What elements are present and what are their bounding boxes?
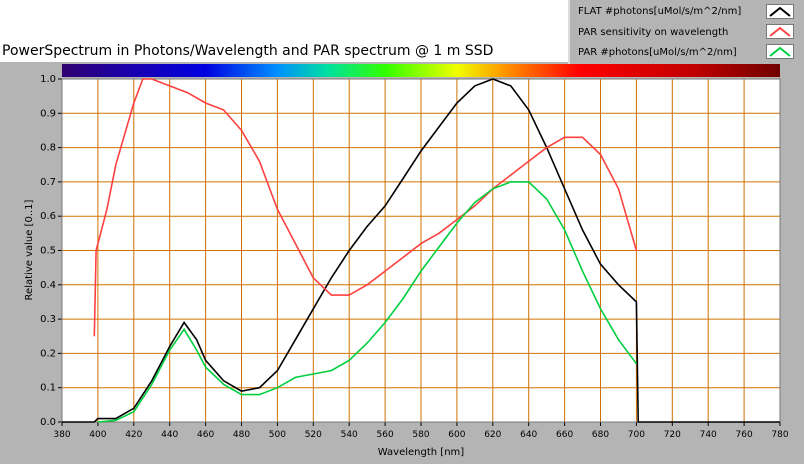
x-tick-label: 780	[771, 430, 788, 440]
title-area: PowerSpectrum in Photons/Wavelength and …	[0, 0, 570, 62]
x-tick-label: 440	[161, 430, 178, 440]
x-tick-label: 640	[520, 430, 537, 440]
x-axis-label: Wavelength [nm]	[378, 447, 464, 458]
series-line-1	[93, 78, 638, 337]
x-tick-label: 700	[628, 430, 645, 440]
legend-label-par-sensitivity: PAR sensitivity on wavelength	[578, 27, 729, 38]
spectrum-colorbar	[62, 64, 780, 77]
chart-title: PowerSpectrum in Photons/Wavelength and …	[2, 43, 494, 59]
x-tick-label: 420	[125, 430, 142, 440]
y-axis-label: Relative value [0..1]	[24, 199, 35, 300]
y-tick-label: 0.0	[40, 417, 56, 428]
x-tick-label: 660	[556, 430, 573, 440]
y-tick-label: 0.1	[40, 383, 56, 394]
plot-border	[61, 78, 781, 423]
x-tick-label: 540	[341, 430, 358, 440]
x-tick-label: 580	[412, 430, 429, 440]
x-tick-label: 680	[592, 430, 609, 440]
legend-swatch-par-photons[interactable]	[766, 44, 794, 59]
y-tick-label: 1.0	[40, 74, 56, 85]
x-tick-label: 460	[197, 430, 214, 440]
x-tick-label: 760	[736, 430, 753, 440]
x-tick-label: 600	[448, 430, 465, 440]
x-tick-label: 380	[53, 430, 70, 440]
y-tick-label: 0.8	[40, 143, 56, 154]
x-tick-label: 520	[305, 430, 322, 440]
y-tick-label: 0.4	[40, 280, 56, 291]
x-tick-label: 500	[269, 430, 286, 440]
legend-swatch-flat[interactable]	[766, 4, 794, 19]
y-tick-label: 0.6	[40, 211, 56, 222]
legend-label-flat: FLAT #photons[uMol/s/m^2/nm]	[578, 6, 742, 17]
x-tick-label: 740	[700, 430, 717, 440]
y-tick-label: 0.2	[40, 348, 56, 359]
y-tick-label: 0.3	[40, 314, 56, 325]
series-line-0	[62, 78, 780, 423]
x-tick-label: 480	[233, 430, 250, 440]
legend-label-par-photons: PAR #photons[uMol/s/m^2/nm]	[578, 47, 737, 58]
legend-swatch-par-sensitivity[interactable]	[766, 24, 794, 39]
x-tick-label: 400	[89, 430, 106, 440]
y-tick-label: 0.5	[40, 246, 56, 257]
y-tick-label: 0.7	[40, 177, 56, 188]
y-tick-label: 0.9	[40, 108, 56, 119]
legend: FLAT #photons[uMol/s/m^2/nm] PAR sensiti…	[568, 0, 796, 64]
series-line-2	[97, 181, 638, 423]
x-tick-label: 620	[484, 430, 501, 440]
x-tick-label: 720	[664, 430, 681, 440]
x-tick-label: 560	[377, 430, 394, 440]
